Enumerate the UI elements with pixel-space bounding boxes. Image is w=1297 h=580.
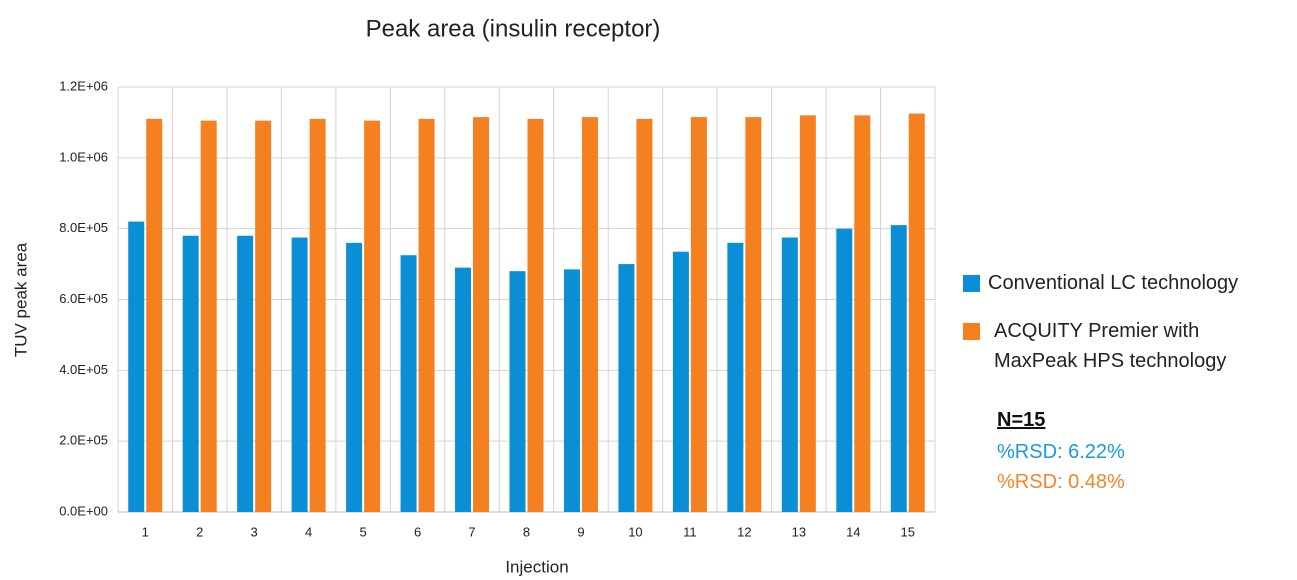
bar <box>509 271 526 512</box>
bar <box>618 264 635 512</box>
chart-title: Peak area (insulin receptor) <box>366 15 661 42</box>
annotation: N=15 <box>997 409 1046 431</box>
x-tick-label: 7 <box>468 524 475 539</box>
x-tick-label: 3 <box>251 524 258 539</box>
bar <box>581 117 598 513</box>
bar <box>473 117 490 513</box>
bar <box>418 118 435 512</box>
x-tick-label: 1 <box>142 524 149 539</box>
bar <box>836 228 853 512</box>
x-tick-label: 14 <box>846 524 860 539</box>
bar <box>309 118 326 512</box>
bar <box>182 235 199 512</box>
bar <box>455 267 472 512</box>
x-tick-label: 15 <box>901 524 915 539</box>
bar <box>908 113 925 512</box>
annotation: %RSD: 0.48% <box>997 471 1125 493</box>
y-axis-label: TUV peak area <box>11 242 30 357</box>
bar <box>255 120 272 512</box>
legend-item: ACQUITY Premier with MaxPeak HPS technol… <box>963 316 1233 376</box>
x-axis-label: Injection <box>505 557 568 576</box>
bar <box>854 115 871 512</box>
x-tick-label: 6 <box>414 524 421 539</box>
x-tick-label: 11 <box>683 524 697 539</box>
bar <box>563 269 580 512</box>
x-tick-label: 13 <box>792 524 806 539</box>
y-tick-label: 1.2E+06 <box>59 78 108 93</box>
y-tick-label: 8.0E+05 <box>59 220 108 235</box>
legend-item: Conventional LC technology <box>963 268 1283 298</box>
legend-label: Conventional LC technology <box>988 272 1239 294</box>
legend-label: ACQUITY Premier with MaxPeak HPS technol… <box>994 320 1227 372</box>
bar <box>128 221 145 513</box>
bar <box>400 255 417 512</box>
bar <box>690 117 707 513</box>
y-tick-label: 0.0E+00 <box>59 503 108 518</box>
x-tick-label: 5 <box>359 524 366 539</box>
bar <box>200 120 217 512</box>
y-tick-label: 2.0E+05 <box>59 433 108 448</box>
bar <box>146 118 163 512</box>
bar <box>799 115 816 512</box>
bar <box>727 242 744 513</box>
x-tick-label: 10 <box>628 524 642 539</box>
x-tick-label: 2 <box>196 524 203 539</box>
y-tick-label: 1.0E+06 <box>59 149 108 164</box>
bar <box>636 118 653 512</box>
x-tick-label: 12 <box>737 524 751 539</box>
legend-swatch <box>963 323 980 340</box>
bar <box>672 251 689 512</box>
bar <box>745 117 762 513</box>
y-tick-label: 6.0E+05 <box>59 291 108 306</box>
x-tick-label: 8 <box>523 524 530 539</box>
bar <box>527 118 544 512</box>
bar <box>346 242 363 513</box>
legend-swatch <box>963 275 980 292</box>
y-tick-label: 4.0E+05 <box>59 362 108 377</box>
bar <box>237 235 254 512</box>
x-tick-label: 4 <box>305 524 312 539</box>
bar <box>291 237 308 513</box>
x-tick-label: 9 <box>577 524 584 539</box>
bar <box>781 237 798 513</box>
bar <box>890 225 907 512</box>
annotation: %RSD: 6.22% <box>997 441 1125 463</box>
bar <box>364 120 381 512</box>
